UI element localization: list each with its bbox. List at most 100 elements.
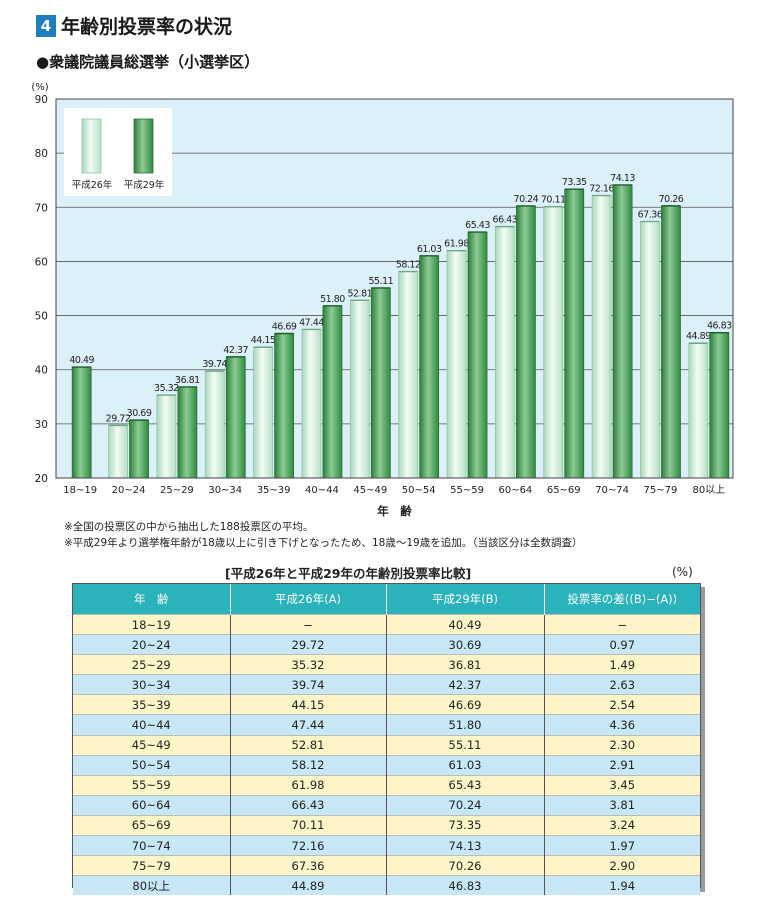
cell-age: 50~54: [73, 754, 230, 776]
data-label: 73.35: [562, 177, 587, 188]
x-tick-label: 35~39: [257, 485, 291, 496]
chart-note-2: ※平成29年より選挙権年齢が18歳以上に引き下げとなったため、18歳～19歳を追…: [64, 537, 583, 549]
data-label: 58.12: [396, 260, 421, 271]
cell-h29: 51.80: [385, 714, 544, 736]
table-row: 75~79 67.36 70.26 2.90: [73, 855, 700, 876]
table-row: 35~39 44.15 46.69 2.54: [73, 694, 700, 715]
bar-h26: [349, 299, 370, 479]
bar-h26: [156, 394, 177, 479]
data-label: 72.16: [589, 184, 614, 195]
x-tick-label: 55~59: [450, 485, 484, 496]
cell-age: 45~49: [73, 734, 230, 756]
bar-h29: [709, 332, 730, 479]
table-row: 20~24 29.72 30.69 0.97: [73, 634, 700, 655]
cell-diff: 1.94: [543, 875, 700, 896]
legend-label-h29: 平成29年: [124, 179, 165, 191]
cell-diff: 3.24: [543, 814, 700, 836]
col-header-h29: 平成29年(B): [385, 584, 544, 615]
data-label: 65.43: [465, 220, 490, 231]
data-label: 74.13: [610, 173, 635, 184]
bar-h26: [301, 329, 322, 479]
y-tick-label: 20: [35, 473, 48, 485]
cell-diff: 1.97: [543, 835, 700, 856]
x-tick-label: 65~69: [547, 485, 581, 496]
bar-h29: [419, 255, 440, 479]
data-label: 51.80: [320, 294, 345, 305]
y-tick-label: 30: [35, 419, 48, 431]
cell-diff: 2.54: [543, 694, 700, 715]
x-tick-label: 80以上: [692, 484, 725, 496]
data-label: 35.32: [154, 383, 179, 394]
bar-h29: [564, 188, 585, 479]
bar-h26: [204, 370, 225, 479]
x-tick-label: 75~79: [644, 485, 678, 496]
cell-h29: 42.37: [385, 674, 544, 695]
cell-h26: 67.36: [229, 855, 386, 876]
chart-subtitle: ●衆議院議員総選挙（小選挙区）: [36, 53, 260, 71]
table-row: 65~69 70.11 73.35 3.24: [73, 814, 700, 836]
data-label: 52.81: [347, 288, 372, 299]
table-unit: (%): [672, 565, 693, 579]
cell-age: 70~74: [73, 835, 230, 856]
data-label: 46.83: [707, 321, 732, 332]
cell-diff: 1.49: [543, 654, 700, 675]
table-row: 60~64 66.43 70.24 3.81: [73, 794, 700, 816]
cell-h29: 30.69: [385, 634, 544, 655]
cell-h26: 52.81: [229, 734, 386, 756]
cell-h29: 70.24: [385, 794, 544, 816]
cell-h26: −: [229, 613, 386, 635]
chart-note-1: ※全国の投票区の中から抽出した188投票区の平均。: [64, 521, 314, 533]
cell-h26: 61.98: [229, 774, 386, 796]
data-label: 30.69: [127, 408, 152, 419]
data-label: 39.74: [202, 359, 227, 370]
plot-frame: [55, 98, 734, 479]
y-tick-label: 50: [35, 311, 48, 323]
bar-h29: [467, 231, 488, 479]
col-header-h26: 平成26年(A): [229, 584, 386, 615]
cell-diff: 2.30: [543, 734, 700, 756]
data-label: 47.44: [299, 317, 324, 328]
data-label: 70.11: [541, 195, 566, 206]
cell-h29: 46.83: [385, 875, 544, 896]
y-tick-label: 60: [35, 256, 48, 268]
cell-age: 25~29: [73, 654, 230, 675]
data-label: 66.43: [493, 215, 518, 226]
comparison-table: 年 齢 平成26年(A) 平成29年(B) 投票率の差((B)−(A)) 18~…: [72, 583, 701, 896]
x-tick-label: 18~19: [63, 485, 97, 496]
cell-h26: 44.15: [229, 694, 386, 715]
cell-h26: 66.43: [229, 794, 386, 816]
bar-h29: [661, 205, 681, 479]
data-label: 40.49: [69, 355, 94, 366]
bar-h29: [177, 386, 198, 479]
cell-h26: 39.74: [229, 674, 386, 695]
data-label: 61.03: [417, 244, 442, 255]
cell-h29: 73.35: [385, 814, 544, 836]
data-label: 44.15: [251, 335, 276, 346]
data-label: 29.72: [106, 413, 131, 424]
x-tick-label: 25~29: [160, 485, 194, 496]
cell-h29: 70.26: [385, 855, 544, 876]
y-tick-label: 90: [35, 94, 48, 106]
cell-diff: 3.45: [543, 774, 700, 796]
bar-h26: [446, 250, 467, 479]
cell-h29: 40.49: [385, 613, 544, 635]
legend-swatch-h26: [81, 118, 102, 174]
table-row: 25~29 35.32 36.81 1.49: [73, 654, 700, 675]
data-label: 55.11: [368, 276, 393, 287]
bar-h26: [253, 346, 274, 479]
data-label: 42.37: [223, 345, 248, 356]
table-row: 45~49 52.81 55.11 2.30: [73, 734, 700, 756]
bar-h29: [612, 184, 633, 479]
y-tick-label: 40: [35, 365, 48, 377]
cell-age: 65~69: [73, 814, 230, 836]
bar-h26: [494, 226, 515, 479]
cell-h29: 46.69: [385, 694, 544, 715]
data-label: 36.81: [175, 375, 200, 386]
x-tick-label: 45~49: [353, 485, 387, 496]
cell-age: 40~44: [73, 714, 230, 736]
cell-h26: 70.11: [229, 814, 386, 836]
bar-h26: [688, 342, 709, 479]
bar-h26: [398, 271, 419, 479]
y-axis-label: (%): [31, 82, 48, 93]
